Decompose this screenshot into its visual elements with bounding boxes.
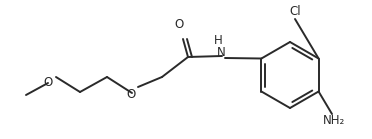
Text: O: O — [174, 18, 184, 30]
Text: O: O — [44, 76, 52, 90]
Text: NH₂: NH₂ — [323, 114, 345, 126]
Text: N: N — [217, 45, 225, 59]
Text: H: H — [214, 33, 222, 47]
Text: O: O — [126, 87, 136, 100]
Text: Cl: Cl — [289, 4, 301, 18]
